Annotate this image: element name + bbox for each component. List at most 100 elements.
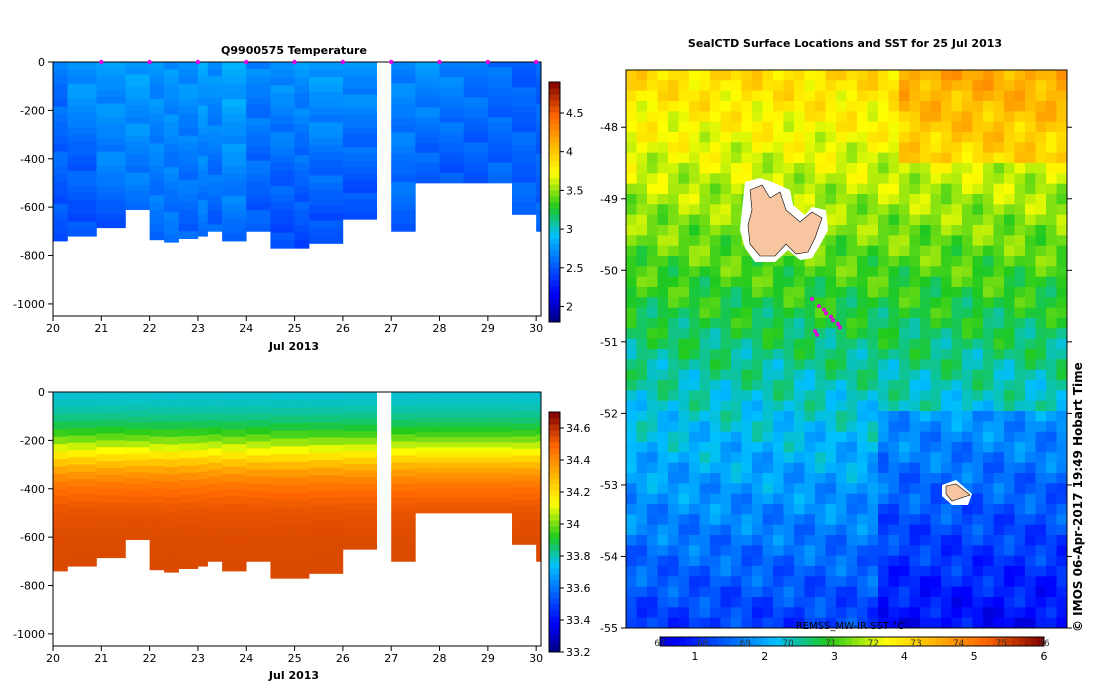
sst-cell bbox=[983, 163, 994, 174]
sst-cell bbox=[741, 307, 753, 319]
sst-cell bbox=[846, 483, 858, 495]
sst-cell bbox=[762, 276, 774, 288]
sst-cell bbox=[815, 483, 826, 495]
profile-cell bbox=[391, 111, 416, 119]
x-tick-label: 28 bbox=[433, 652, 447, 665]
sst-cell bbox=[657, 287, 669, 298]
profile-cell bbox=[222, 91, 247, 100]
sst-cell bbox=[836, 607, 847, 619]
profile-cell bbox=[246, 153, 271, 162]
sst-cell bbox=[951, 452, 963, 464]
sst-cell bbox=[626, 421, 637, 433]
profile-cell bbox=[536, 69, 542, 77]
profile-cell bbox=[463, 167, 489, 174]
sst-cell bbox=[972, 70, 984, 81]
profile-cell bbox=[309, 130, 344, 138]
profile-cell bbox=[149, 488, 165, 497]
sst-cell bbox=[993, 287, 1005, 298]
sst-cell bbox=[720, 493, 732, 505]
profile-cell bbox=[96, 213, 126, 222]
sst-cell bbox=[668, 307, 679, 319]
sst-cell bbox=[909, 617, 921, 629]
sst-cell bbox=[920, 163, 931, 174]
sst-cell bbox=[783, 256, 795, 267]
sst-cell bbox=[773, 617, 784, 629]
map-latitude-axis: -48-49-50-51-52-53-54-55 bbox=[600, 121, 1072, 635]
profile-cell bbox=[149, 517, 165, 526]
sst-cell bbox=[1046, 132, 1057, 143]
sst-cell bbox=[951, 442, 963, 453]
sst-cell bbox=[720, 111, 732, 123]
sst-cell bbox=[836, 462, 847, 474]
profile-cell bbox=[53, 76, 68, 85]
profile-cell bbox=[342, 411, 378, 419]
sst-cell bbox=[762, 462, 774, 474]
sst-cell bbox=[1025, 555, 1036, 567]
sst-cell bbox=[825, 349, 837, 360]
profile-cell bbox=[342, 62, 378, 69]
profile-cell bbox=[164, 219, 179, 228]
sst-cell bbox=[962, 349, 973, 360]
profile-cell bbox=[207, 448, 223, 456]
sst-cell bbox=[773, 555, 784, 567]
profile-cell bbox=[415, 117, 440, 123]
profile-cell bbox=[463, 67, 489, 73]
sst-cell bbox=[1056, 152, 1068, 164]
profile-cell bbox=[164, 407, 179, 415]
sst-cell bbox=[804, 483, 816, 495]
profile-cell bbox=[246, 97, 271, 105]
sst-cell bbox=[804, 586, 816, 598]
y-tick-label: -800 bbox=[20, 580, 45, 593]
sst-cell bbox=[930, 462, 942, 474]
sst-cell bbox=[983, 266, 994, 278]
sst-cell bbox=[773, 442, 784, 453]
sst-cell bbox=[878, 514, 889, 526]
sst-cell bbox=[972, 245, 984, 257]
sst-cell bbox=[888, 101, 900, 112]
sst-cell bbox=[888, 225, 900, 236]
sst-cell bbox=[878, 411, 889, 422]
sst-cell bbox=[731, 338, 742, 350]
profile-cell bbox=[439, 127, 464, 133]
sst-cell bbox=[689, 462, 700, 474]
profile-cell bbox=[149, 473, 165, 482]
sst-cell bbox=[909, 349, 921, 360]
profile-cell bbox=[125, 496, 150, 504]
profile-cell bbox=[415, 92, 440, 98]
colorbar-segment bbox=[549, 238, 560, 245]
sst-cell bbox=[657, 483, 669, 495]
profile-cell bbox=[207, 554, 223, 562]
sst-cell bbox=[846, 431, 858, 443]
sst-cell bbox=[678, 483, 690, 495]
sst-cell bbox=[720, 545, 732, 557]
profile-cell bbox=[67, 127, 97, 135]
profile-cell bbox=[96, 200, 126, 208]
sst-cell bbox=[941, 111, 952, 123]
sst-cell bbox=[689, 576, 700, 588]
sst-cell bbox=[983, 411, 994, 422]
profile-cell bbox=[164, 227, 179, 236]
sst-cell bbox=[951, 80, 963, 92]
sst-cell bbox=[752, 400, 763, 412]
profile-cell bbox=[197, 537, 208, 545]
sst-cell bbox=[668, 566, 679, 577]
profile-cell bbox=[512, 195, 537, 203]
profile-cell bbox=[222, 436, 247, 445]
sst-cell bbox=[825, 566, 837, 577]
sst-cell bbox=[867, 204, 879, 216]
profile-cell bbox=[125, 111, 150, 118]
sst-cell bbox=[1035, 607, 1047, 619]
sst-cell bbox=[636, 576, 648, 588]
sst-cell bbox=[1025, 576, 1036, 588]
sst-cell bbox=[773, 524, 784, 536]
profile-cell bbox=[294, 531, 310, 540]
sst-cell bbox=[815, 297, 826, 309]
sst-cell bbox=[626, 111, 637, 123]
sst-cell bbox=[909, 204, 921, 216]
sst-cell bbox=[783, 328, 795, 340]
sst-cell bbox=[825, 121, 837, 133]
sst-cell bbox=[1035, 266, 1047, 278]
sst-cell bbox=[794, 597, 805, 608]
profile-cell bbox=[207, 540, 223, 548]
profile-cell bbox=[164, 234, 179, 243]
